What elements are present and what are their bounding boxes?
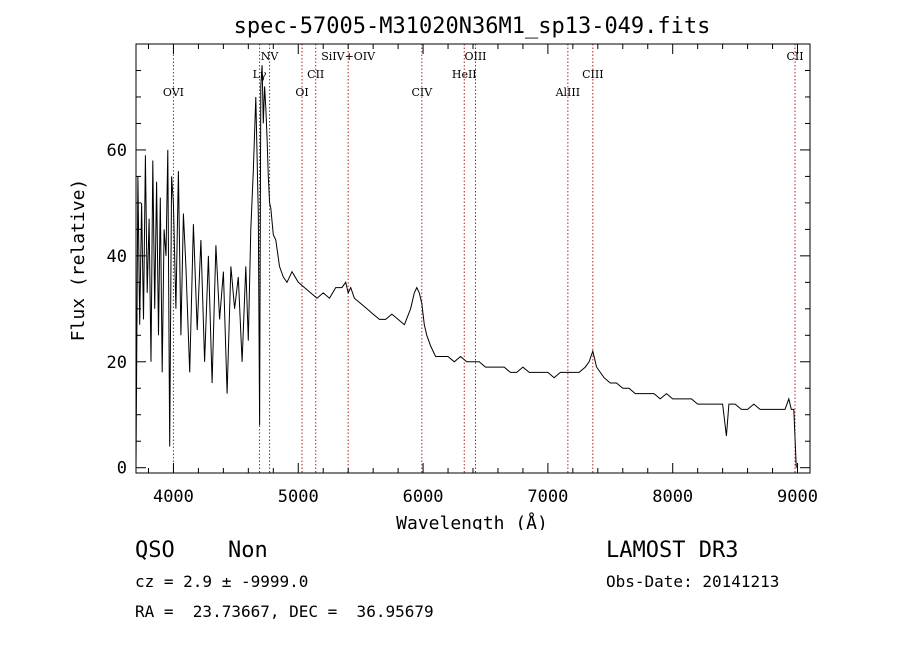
y-tick-label: 40 [107,247,127,267]
survey-name: LAMOST DR3 [606,538,739,563]
y-tick-label: 0 [117,459,127,479]
line-label: HeII [452,68,477,81]
line-label: CIV [411,86,433,99]
line-label: NV [261,50,280,63]
x-axis-label: Wavelength (Å) [396,512,548,530]
x-tick-label: 5000 [278,487,319,507]
line-markers: OVI Lγ NV OI CII SiIV+OIV CIV HeII OIII AlIIICIII… [163,44,804,473]
line-label: OIII [464,50,486,63]
object-class: QSO [135,538,175,563]
observation-date: Obs-Date: 20141213 [606,572,780,591]
object-subclass: Non [228,538,268,563]
coordinates-readout: RA = 23.73667, DEC = 36.95679 [135,602,434,621]
line-label: SiIV+OIV [321,50,376,63]
line-label: CII [786,50,803,63]
y-axis: 0 20 40 60 [107,69,810,479]
line-label: OI [295,86,308,99]
x-tick-label: 9000 [777,487,818,507]
y-axis-label: Flux (relative) [68,179,89,342]
y-tick-label: 20 [107,353,127,373]
line-label: Lγ [253,68,267,81]
chart-title: spec-57005-M31020N36M1_sp13-049.fits [234,14,711,39]
x-tick-label: 4000 [153,487,194,507]
spectrum-series-line [135,65,797,468]
plot-frame [135,43,811,474]
y-tick-label: 60 [107,141,127,161]
redshift-readout: cz = 2.9 ± -9999.0 [135,572,309,591]
x-tick-label: 6000 [403,487,444,507]
x-tick-label: 8000 [652,487,693,507]
x-axis: 4000 5000 6000 7000 8000 9000 [147,44,818,507]
line-label: OVI [163,86,184,99]
line-label: CII [307,68,324,81]
line-label: CIII [582,68,603,81]
spectrum-chart: spec-57005-M31020N36M1_sp13-049.fits OVI… [68,14,818,530]
x-tick-label: 7000 [527,487,568,507]
line-label: AlIII [555,86,581,99]
